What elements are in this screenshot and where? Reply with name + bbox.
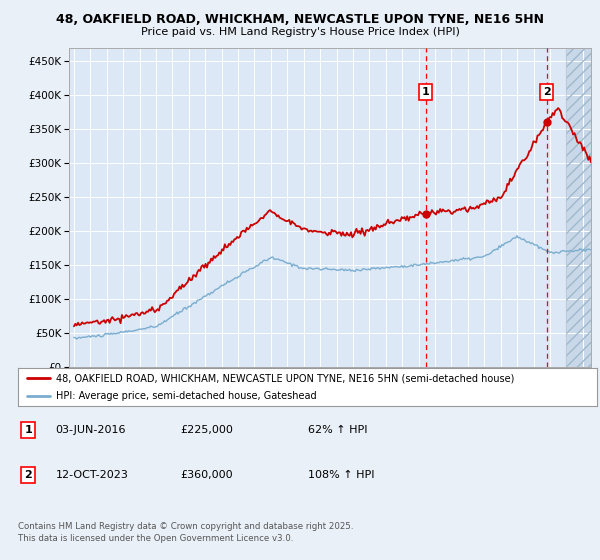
Bar — [566, 48, 599, 367]
Text: 48, OAKFIELD ROAD, WHICKHAM, NEWCASTLE UPON TYNE, NE16 5HN (semi-detached house): 48, OAKFIELD ROAD, WHICKHAM, NEWCASTLE U… — [56, 373, 514, 383]
Bar — [566, 48, 599, 367]
Text: 2: 2 — [542, 87, 550, 97]
Text: 48, OAKFIELD ROAD, WHICKHAM, NEWCASTLE UPON TYNE, NE16 5HN: 48, OAKFIELD ROAD, WHICKHAM, NEWCASTLE U… — [56, 13, 544, 26]
Text: £225,000: £225,000 — [180, 425, 233, 435]
Text: HPI: Average price, semi-detached house, Gateshead: HPI: Average price, semi-detached house,… — [56, 391, 316, 401]
Text: £360,000: £360,000 — [180, 470, 233, 480]
Text: 62% ↑ HPI: 62% ↑ HPI — [308, 425, 367, 435]
Text: 1: 1 — [25, 425, 32, 435]
Text: Price paid vs. HM Land Registry's House Price Index (HPI): Price paid vs. HM Land Registry's House … — [140, 27, 460, 38]
Text: 108% ↑ HPI: 108% ↑ HPI — [308, 470, 374, 480]
Text: 1: 1 — [422, 87, 430, 97]
Text: 12-OCT-2023: 12-OCT-2023 — [56, 470, 128, 480]
Text: 03-JUN-2016: 03-JUN-2016 — [56, 425, 126, 435]
Text: Contains HM Land Registry data © Crown copyright and database right 2025.
This d: Contains HM Land Registry data © Crown c… — [18, 522, 353, 543]
Text: 2: 2 — [25, 470, 32, 480]
